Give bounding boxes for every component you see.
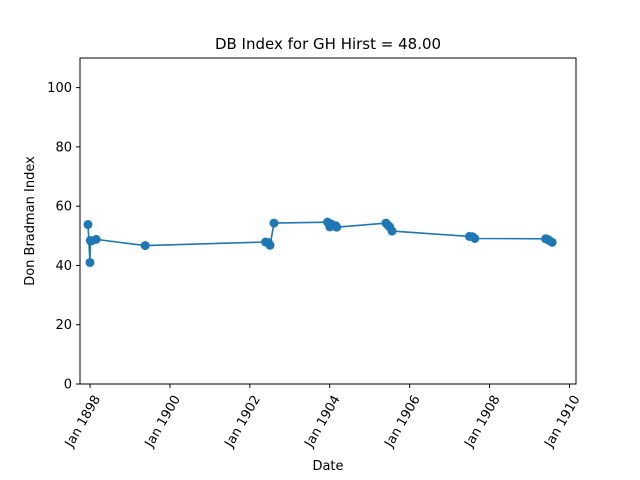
y-tick-label: 100 — [47, 81, 72, 96]
plot-frame — [79, 57, 577, 385]
series-line — [87, 221, 553, 264]
x-tick-label: Jan 1908 — [462, 393, 504, 451]
y-tick-label: 0 — [64, 378, 72, 393]
y-tick-label: 60 — [55, 200, 72, 215]
data-point — [470, 233, 480, 243]
data-point — [265, 240, 275, 250]
data-point — [91, 234, 101, 244]
x-axis: Jan 1898 Jan 1900 Jan 1902 Jan 1904 Jan 1906… — [62, 384, 584, 451]
x-tick-label: Jan 1900 — [142, 393, 184, 451]
chart-title: DB Index for GH Hirst = 48.00 — [215, 35, 441, 53]
x-tick-label: Jan 1906 — [382, 393, 424, 451]
x-tick-label: Jan 1902 — [222, 393, 264, 451]
series-layer — [83, 217, 557, 267]
data-point — [332, 222, 342, 232]
data-point — [269, 218, 279, 228]
y-axis: 0 20 40 60 80 100 — [47, 81, 80, 393]
data-point — [83, 220, 93, 230]
y-tick-label: 40 — [55, 259, 72, 274]
data-point — [547, 237, 557, 247]
y-tick-label: 20 — [55, 318, 72, 333]
data-point — [140, 241, 150, 251]
x-axis-label: Date — [312, 459, 343, 474]
y-axis-label: Don Bradman Index — [23, 156, 38, 286]
data-point — [387, 226, 397, 236]
x-tick-label: Jan 1904 — [302, 393, 344, 451]
data-point — [85, 257, 95, 267]
y-tick-label: 80 — [55, 140, 72, 155]
x-tick-label: Jan 1910 — [542, 393, 584, 451]
x-tick-label: Jan 1898 — [62, 393, 104, 451]
